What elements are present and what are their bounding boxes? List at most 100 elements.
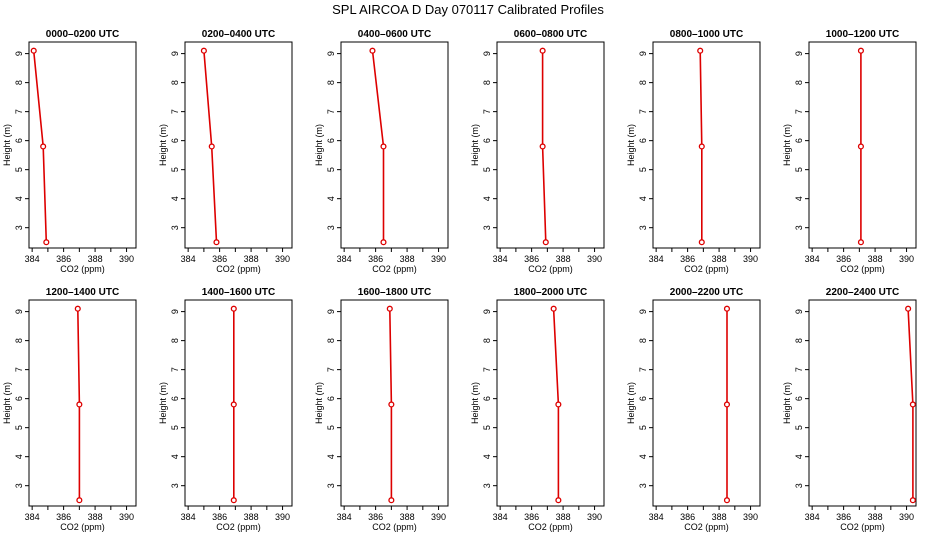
- y-tick-label: 6: [170, 396, 180, 401]
- x-tick-label: 384: [805, 512, 820, 522]
- plot-frame: [340, 299, 449, 507]
- panel-4: 0600–0800 UTC 384 386 388 390 3 4 5 6 7 8 9 CO2 (ppm…: [470, 29, 605, 274]
- x-tick-label: 386: [680, 254, 695, 264]
- y-tick-label: 8: [170, 338, 180, 343]
- data-point: [909, 401, 916, 408]
- x-axis-label: CO2 (ppm): [216, 264, 261, 274]
- y-tick-label: 4: [326, 454, 336, 459]
- x-axis-label: CO2 (ppm): [840, 264, 885, 274]
- y-tick-label: 4: [482, 454, 492, 459]
- panel-title: 1800–2000 UTC: [514, 287, 587, 298]
- x-tick-label: 388: [400, 254, 415, 264]
- panel-12: 2200–2400 UTC 384 386 388 390 3 4 5 6 7 8 9 CO2 (ppm…: [782, 287, 917, 532]
- data-point: [542, 239, 549, 246]
- x-axis-label: CO2 (ppm): [528, 522, 573, 532]
- y-tick-label: 6: [482, 396, 492, 401]
- y-tick-label: 6: [794, 396, 804, 401]
- data-point: [40, 143, 47, 150]
- y-tick-label: 9: [482, 309, 492, 314]
- x-axis-label: CO2 (ppm): [60, 522, 105, 532]
- x-axis-label: CO2 (ppm): [684, 264, 729, 274]
- data-point: [230, 497, 237, 504]
- x-tick-label: 388: [556, 254, 571, 264]
- y-tick-label: 7: [794, 109, 804, 114]
- data-point: [76, 497, 83, 504]
- y-tick-label: 3: [794, 225, 804, 230]
- y-tick-label: 5: [482, 425, 492, 430]
- panel-title: 2000–2200 UTC: [670, 287, 743, 298]
- panel-11: 2000–2200 UTC 384 386 388 390 3 4 5 6 7 8 9 CO2 (ppm…: [626, 287, 761, 532]
- x-tick-label: 384: [805, 254, 820, 264]
- y-tick-label: 9: [14, 309, 24, 314]
- y-tick-label: 9: [170, 309, 180, 314]
- data-point: [208, 143, 215, 150]
- panel-7: 1200–1400 UTC 384 386 388 390 3 4 5 6 7 8 9 CO2 (ppm…: [2, 287, 137, 532]
- plot-frame: [28, 299, 137, 507]
- data-point: [388, 401, 395, 408]
- y-tick-label: 5: [794, 167, 804, 172]
- y-axis-label: Height (m): [626, 382, 636, 424]
- y-tick-label: 3: [794, 483, 804, 488]
- x-tick-label: 388: [712, 254, 727, 264]
- y-tick-label: 5: [638, 167, 648, 172]
- data-point: [555, 401, 562, 408]
- x-tick-label: 386: [680, 512, 695, 522]
- y-tick-label: 3: [638, 225, 648, 230]
- y-tick-label: 4: [638, 454, 648, 459]
- x-tick-label: 384: [25, 512, 40, 522]
- y-tick-label: 4: [14, 196, 24, 201]
- panel-title: 2200–2400 UTC: [826, 287, 899, 298]
- y-axis-label: Height (m): [470, 124, 480, 166]
- data-point: [857, 47, 864, 54]
- y-tick-label: 7: [170, 109, 180, 114]
- y-tick-label: 3: [482, 225, 492, 230]
- y-tick-label: 6: [794, 138, 804, 143]
- y-axis-label: Height (m): [158, 382, 168, 424]
- y-tick-label: 6: [326, 138, 336, 143]
- y-tick-label: 7: [14, 109, 24, 114]
- x-axis-label: CO2 (ppm): [60, 264, 105, 274]
- y-tick-label: 5: [170, 425, 180, 430]
- x-tick-label: 388: [88, 254, 103, 264]
- data-point: [698, 239, 705, 246]
- panel-title: 0600–0800 UTC: [514, 29, 587, 40]
- x-tick-label: 390: [899, 254, 914, 264]
- x-tick-label: 390: [587, 512, 602, 522]
- plot-frame: [652, 41, 761, 249]
- data-point: [200, 47, 207, 54]
- x-tick-label: 386: [524, 254, 539, 264]
- data-point: [230, 401, 237, 408]
- y-tick-label: 7: [14, 367, 24, 372]
- y-tick-label: 6: [638, 396, 648, 401]
- panel-2: 0200–0400 UTC 384 386 388 390 3 4 5 6 7 8 9 CO2 (ppm…: [158, 29, 293, 274]
- x-tick-label: 390: [587, 254, 602, 264]
- panel-title: 0800–1000 UTC: [670, 29, 743, 40]
- y-tick-label: 3: [326, 483, 336, 488]
- panel-title: 1600–1800 UTC: [358, 287, 431, 298]
- panels-grid: 0000–0200 UTC 384 386 388 390 3 4 5 6 7 8 9 CO2 (ppm…: [2, 29, 917, 532]
- panel-title: 0000–0200 UTC: [46, 29, 119, 40]
- x-tick-label: 388: [400, 512, 415, 522]
- y-tick-label: 6: [326, 396, 336, 401]
- panel-3: 0400–0600 UTC 384 386 388 390 3 4 5 6 7 8 9 CO2 (ppm…: [314, 29, 449, 274]
- x-tick-label: 386: [836, 254, 851, 264]
- x-tick-label: 390: [431, 254, 446, 264]
- x-tick-label: 390: [743, 254, 758, 264]
- x-tick-label: 386: [56, 254, 71, 264]
- plot-frame: [28, 41, 137, 249]
- x-tick-label: 386: [836, 512, 851, 522]
- x-tick-label: 384: [337, 254, 352, 264]
- x-axis-label: CO2 (ppm): [372, 522, 417, 532]
- data-point: [909, 497, 916, 504]
- data-point: [723, 497, 731, 504]
- y-tick-label: 3: [482, 483, 492, 488]
- x-axis-label: CO2 (ppm): [216, 522, 261, 532]
- data-point: [539, 143, 546, 150]
- x-tick-label: 388: [712, 512, 727, 522]
- y-tick-label: 5: [326, 425, 336, 430]
- x-tick-label: 390: [431, 512, 446, 522]
- y-tick-label: 7: [638, 367, 648, 372]
- x-tick-label: 384: [181, 512, 196, 522]
- y-axis-label: Height (m): [470, 382, 480, 424]
- y-axis-label: Height (m): [314, 124, 324, 166]
